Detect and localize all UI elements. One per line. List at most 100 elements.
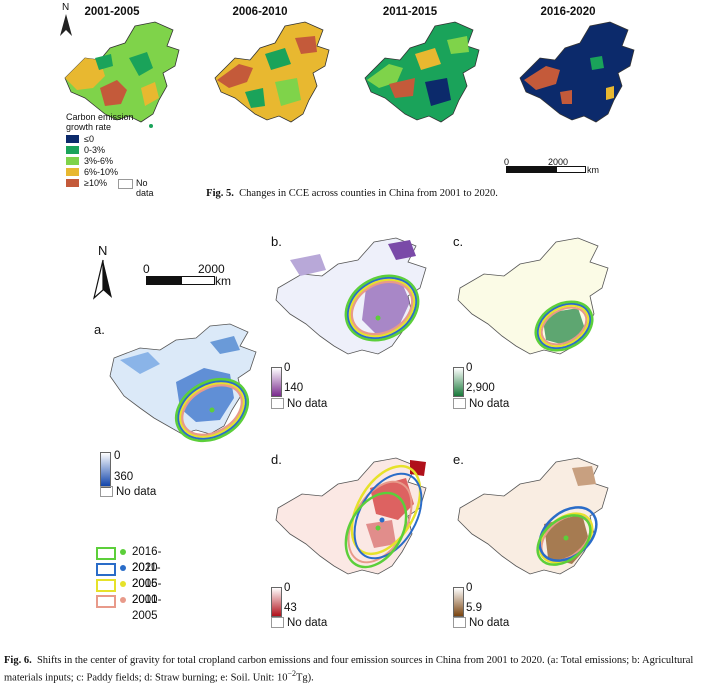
panel-c-map [457,237,609,355]
fig5-scale-bar-white [556,166,586,173]
ellipse-legend-dot [120,581,126,587]
fig5-caption: Fig. 5. Changes in CCE across counties i… [0,188,704,199]
fig5-nodata-label: No data [136,178,154,198]
fig5-legend-title-line2: growth rate [66,122,112,132]
fig5-scale-bar-black [506,166,556,173]
fig5-legend-item: 6%-10% [66,167,118,178]
ellipse-legend-label: 2011-2015 [132,562,161,590]
fig5-legend-swatch [66,146,79,154]
fig5-title-2006-2010: 2006-2010 [232,6,288,18]
fig6-scale-max: 2000 [198,262,225,276]
fig6-caption-end: Tg). [296,672,314,684]
panel-e-colorbar-min: 0 [466,582,473,594]
fig5-legend-item: ≥10% No data [66,178,154,198]
panel-d-colorbar [271,587,282,617]
nodata-label: No data [116,486,157,498]
fig6-scale-0: 0 [143,262,150,276]
nodata-swatch [453,617,466,629]
panel-b-colorbar [271,367,282,397]
fig5-map-2006-2010 [214,21,330,123]
nodata-label: No data [287,617,328,629]
fig5-legend: ≤0 0-3% 3%-6% 6%-10% ≥10% No data [66,134,154,198]
panel-b-map [275,237,427,355]
fig5-legend-label: 0-3% [84,145,106,155]
panel-b-colorbar-max: 140 [284,382,304,394]
fig6-scale-unit: km [215,274,231,288]
ellipse-legend-dot [120,549,126,555]
panel-a-colorbar-min: 0 [114,450,121,462]
ellipse-legend-swatch [96,563,116,576]
nodata-label: No data [287,398,328,410]
panel-c-colorbar-max: 2,900 [466,382,495,394]
panel-a-letter: a. [94,322,105,337]
panel-e-nodata: No data [453,617,509,629]
fig5-legend-label: 6%-10% [84,167,119,177]
fig5-title-2001-2005: 2001-2005 [84,6,140,18]
panel-e-colorbar-max: 5.9 [466,602,482,614]
fig5-title-2016-2020: 2016-2020 [540,6,596,18]
panel-a-colorbar-max: 360 [114,471,134,483]
fig6-north-arrow-icon [92,259,112,300]
fig5-north-arrow-icon [60,14,72,36]
panel-d-nodata: No data [271,617,327,629]
fig5-map-2016-2020 [519,21,635,123]
fig5-scale-max: 2000 [548,157,569,167]
fig5-legend-swatch [66,157,79,165]
panel-b-nodata: No data [271,398,327,410]
nodata-label: No data [469,398,510,410]
fig6-scale-bar-black [146,276,182,285]
fig5-title-2011-2015: 2011-2015 [382,6,438,18]
ellipse-legend-label: 2001-2005 [132,594,162,622]
panel-e-colorbar [453,587,464,617]
fig5-legend-title: Carbon emission growth rate [66,112,134,132]
panel-c-colorbar-min: 0 [466,362,473,374]
fig5-map-2001-2005 [64,21,180,128]
fig5-legend-swatch [66,135,79,143]
nodata-swatch [271,617,284,629]
fig5-scale-unit: km [587,165,599,175]
panel-c-nodata: No data [453,398,509,410]
panel-d-map [275,457,427,575]
fig5-map-2011-2015 [364,21,480,123]
panel-b-colorbar-min: 0 [284,362,291,374]
fig6-north-label: N [98,243,108,258]
fig5-legend-item: ≤0 [66,134,118,145]
nodata-swatch [453,398,466,410]
panel-b-letter: b. [271,234,282,249]
panel-a-nodata: No data [100,486,156,498]
panel-e-map [457,457,609,575]
ellipse-legend-swatch [96,547,116,560]
panel-c-colorbar [453,367,464,397]
fig6-scale-bar-white [181,276,215,285]
fig5-scale-0: 0 [504,157,510,167]
ellipse-legend-swatch [96,595,116,608]
fig6-caption-text: Shifts in the center of gravity for tota… [4,655,694,684]
panel-a-colorbar [100,452,111,488]
fig6-caption-sup: −2 [287,669,296,678]
panel-d-colorbar-max: 43 [284,602,297,614]
fig5-legend-label: ≤0 [84,134,94,144]
panel-a-map [109,323,257,443]
ellipse-legend-dot [120,565,126,571]
fig5-north-label: N [62,2,70,13]
fig6-caption-label: Fig. 6. [4,655,32,666]
ellipse-legend-label: 2006-2010 [132,578,162,606]
fig5-legend-swatch [66,168,79,176]
fig5-legend-item: 0-3% [66,145,118,156]
nodata-swatch [100,486,113,498]
fig5-legend-title-line1: Carbon emission [66,112,134,122]
fig5-legend-label: 3%-6% [84,156,114,166]
fig5-legend-swatch [66,179,79,187]
nodata-label: No data [469,617,510,629]
panel-d-letter: d. [271,452,282,467]
fig5-nodata-swatch [118,179,133,189]
fig5-legend-label: ≥10% [84,178,107,188]
ellipse-legend-label: 2016-2020 [132,546,162,574]
panel-c-letter: c. [453,234,464,249]
fig5-caption-text: Changes in CCE across counties in China … [239,188,498,199]
fig6-caption: Fig. 6. Shifts in the center of gravity … [4,654,700,685]
panel-e-letter: e. [453,452,464,467]
nodata-swatch [271,398,284,410]
fig5-legend-item: 3%-6% [66,156,118,167]
ellipse-legend-swatch [96,579,116,592]
